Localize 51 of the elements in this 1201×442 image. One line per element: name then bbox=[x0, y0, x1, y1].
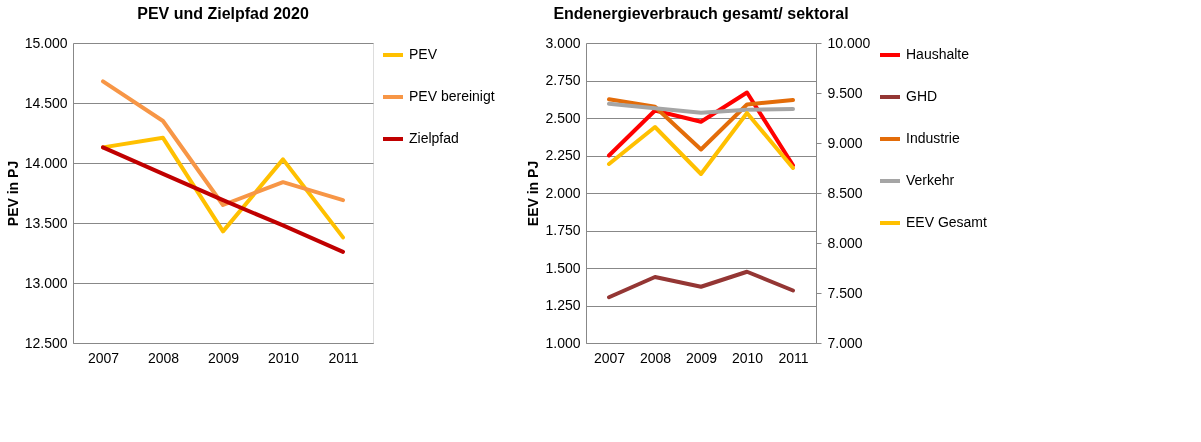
y-tick-label: 1.500 bbox=[545, 259, 581, 276]
x-tick-label: 2007 bbox=[87, 349, 120, 366]
chart-title: PEV und Zielpfad 2020 bbox=[137, 5, 309, 22]
y-tick-label: 3.000 bbox=[545, 34, 581, 51]
legend-label: Industrie bbox=[906, 130, 960, 146]
y-tick-label: 14.000 bbox=[24, 154, 68, 171]
y-tick-label: 2.000 bbox=[545, 184, 581, 201]
x-tick-label: 2009 bbox=[207, 349, 240, 366]
line-series bbox=[607, 101, 795, 115]
line-series bbox=[101, 135, 345, 240]
y2-tick-label: 9.500 bbox=[827, 84, 863, 101]
line-series bbox=[607, 97, 795, 152]
legend-label: Haushalte bbox=[906, 46, 970, 62]
legend-label: EEV Gesamt bbox=[906, 214, 988, 230]
y-tick-label: 12.500 bbox=[24, 334, 68, 351]
line-series bbox=[101, 79, 345, 207]
y-tick-label: 2.750 bbox=[545, 72, 581, 88]
line-series bbox=[607, 111, 795, 176]
y-tick-label: 14.500 bbox=[24, 94, 68, 111]
line-series bbox=[101, 145, 345, 254]
y-tick-label: 1.000 bbox=[545, 334, 581, 351]
legend-label: PEV bereinigt bbox=[409, 88, 495, 104]
x-tick-label: 2010 bbox=[267, 349, 300, 366]
y-tick-label: 2.250 bbox=[545, 147, 581, 163]
chart-title: Endenergieverbrauch gesamt/ sektoral bbox=[553, 5, 849, 22]
y2-tick-label: 7.000 bbox=[827, 334, 863, 351]
legend-label: Verkehr bbox=[906, 172, 955, 188]
x-tick-label: 2010 bbox=[731, 349, 764, 366]
x-tick-label: 2011 bbox=[778, 349, 809, 366]
y2-tick-label: 7.500 bbox=[827, 284, 863, 301]
x-tick-label: 2008 bbox=[639, 349, 672, 366]
y-tick-label: 13.500 bbox=[24, 214, 68, 231]
x-tick-label: 2009 bbox=[685, 349, 718, 366]
legend-label: GHD bbox=[906, 88, 938, 104]
y2-tick-label: 9.000 bbox=[827, 134, 863, 151]
legend-label: PEV bbox=[409, 46, 438, 62]
x-tick-label: 2008 bbox=[147, 349, 180, 366]
legend-label: Zielpfad bbox=[409, 130, 459, 146]
y-tick-label: 13.000 bbox=[24, 274, 68, 291]
y2-tick-label: 8.500 bbox=[827, 184, 863, 201]
y-tick-label: 1.750 bbox=[545, 222, 581, 238]
y-tick-label: 1.250 bbox=[545, 297, 581, 313]
y-tick-label: 15.000 bbox=[24, 34, 68, 51]
y-tick-label: 2.500 bbox=[545, 109, 581, 126]
x-tick-label: 2011 bbox=[328, 349, 359, 366]
line-series bbox=[607, 269, 795, 300]
y2-tick-label: 10.000 bbox=[827, 34, 871, 51]
x-tick-label: 2007 bbox=[593, 349, 626, 366]
y2-tick-label: 8.000 bbox=[827, 234, 863, 251]
y-axis-title: EEV in PJ bbox=[525, 160, 542, 227]
y-axis-title: PEV in PJ bbox=[4, 160, 21, 227]
